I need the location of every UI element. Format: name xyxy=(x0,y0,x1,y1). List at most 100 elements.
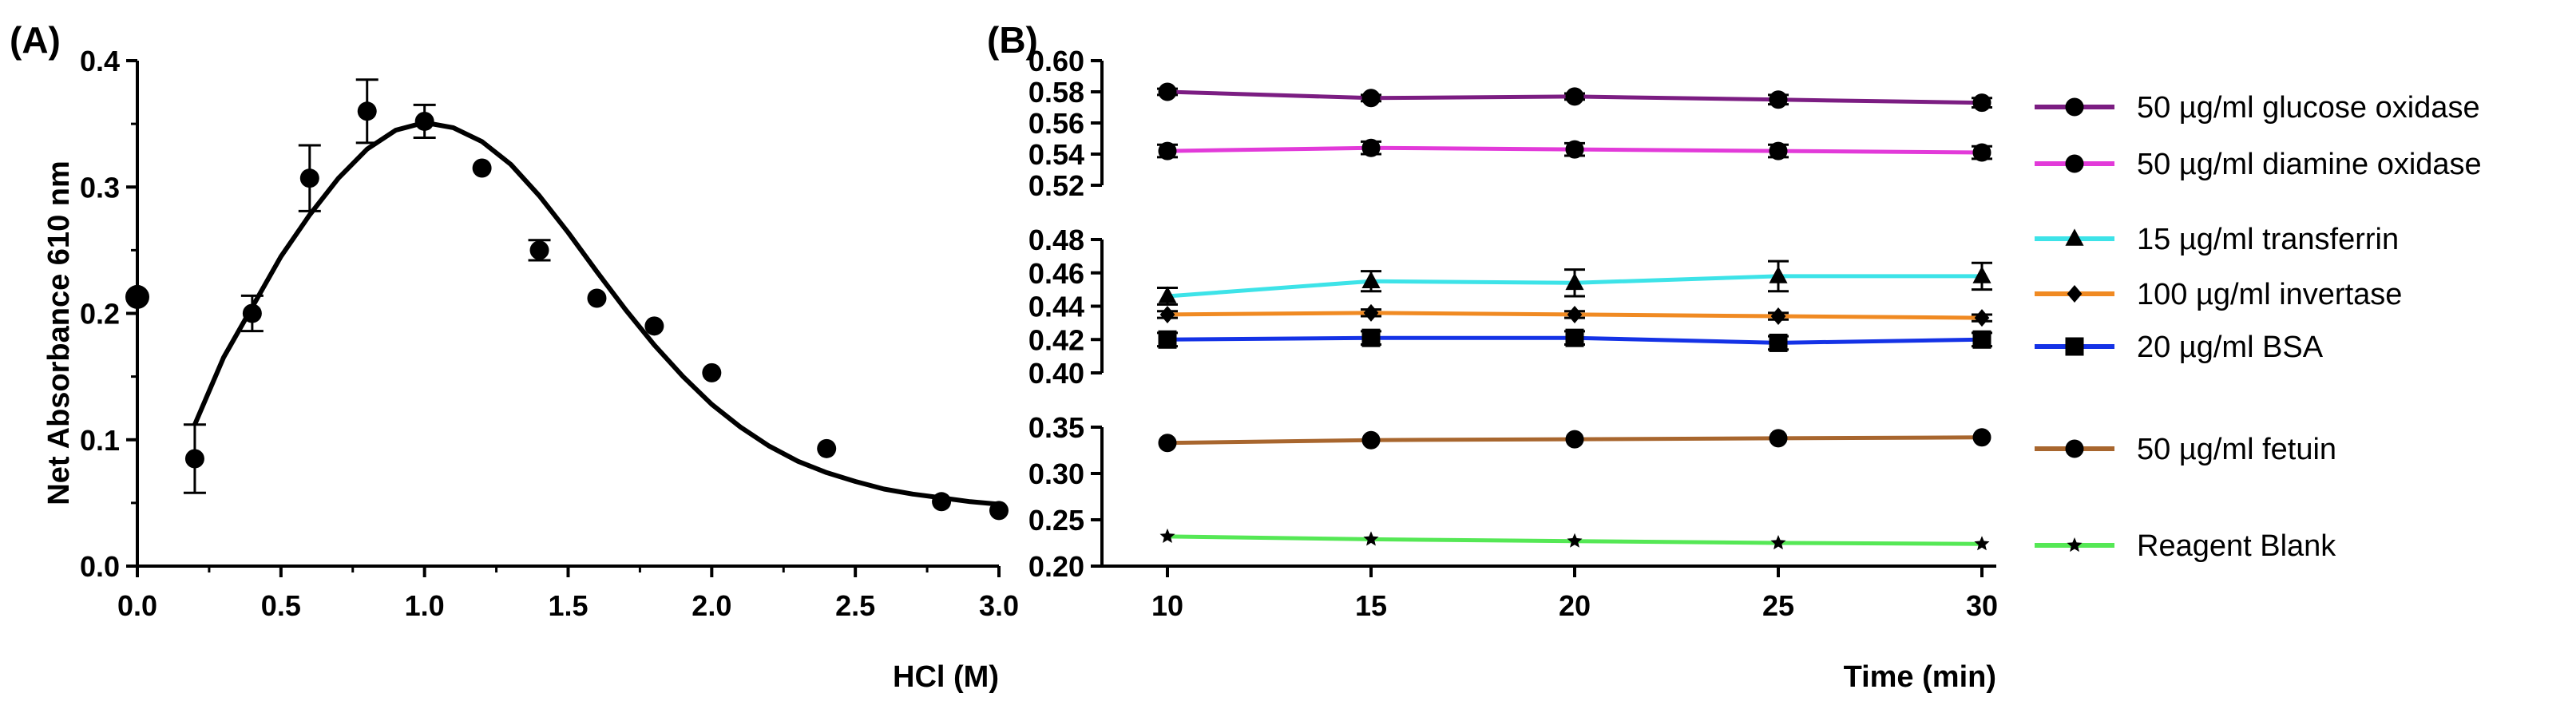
panel-b-data-point xyxy=(1769,429,1788,448)
panel-a: (A) Net Absorbance 610 nm HCl (M) 0.0 0.1… xyxy=(10,19,1019,694)
panel-b-legend-item: 20 µg/ml BSA xyxy=(2035,331,2324,364)
panel-b-x-tick-label: 10 xyxy=(1151,589,1183,622)
panel-b-legend-item: 50 µg/ml fetuin xyxy=(2035,433,2336,466)
panel-a-y-tick-label: 0.1 xyxy=(80,424,120,457)
panel-b-series-group xyxy=(1157,259,1992,306)
panel-a-x-tick-label: 1.5 xyxy=(548,589,588,622)
panel-b-legend-marker xyxy=(2065,439,2084,458)
panel-b-legend-item: 100 µg/ml invertase xyxy=(2035,278,2402,311)
panel-a-y-tick-label: 0.3 xyxy=(80,171,120,204)
panel-b-data-point xyxy=(1361,328,1381,347)
panel-b-data-point xyxy=(1361,430,1381,450)
panel-a-x-tick-label: 0.0 xyxy=(117,589,157,622)
panel-b-data-point xyxy=(1972,93,1991,113)
panel-b-data-point xyxy=(1972,428,1991,447)
panel-b-data-point xyxy=(1361,271,1381,288)
panel-b-legend-marker xyxy=(2067,285,2083,303)
panel-b-data-point xyxy=(1769,141,1788,160)
panel-b-data-point xyxy=(1158,286,1177,303)
panel-b-x-axis-title: Time (min) xyxy=(1844,660,1996,694)
panel-b-series-group xyxy=(1157,303,1992,327)
panel-b-y-tick-label: 0.42 xyxy=(1028,323,1084,356)
panel-b-x-tick-label: 25 xyxy=(1762,589,1794,622)
panel-b-data-point xyxy=(1565,328,1584,347)
panel-b-data-point xyxy=(1158,330,1177,349)
panel-b-data-point xyxy=(1159,528,1175,543)
panel-b-legend-label: 50 µg/ml glucose oxidase xyxy=(2137,91,2480,125)
panel-a-fit-curve xyxy=(192,120,1000,507)
panel-b-legend-item: 50 µg/ml diamine oxidase xyxy=(2035,148,2482,181)
panel-a-x-axis-title: HCl (M) xyxy=(893,660,999,694)
panel-b-series xyxy=(1157,82,1992,551)
panel-a-points xyxy=(125,78,1009,521)
panel-b-legend-marker xyxy=(2065,97,2084,117)
panel-a-data-point xyxy=(184,449,204,469)
panel-b-y-tick-label: 0.56 xyxy=(1028,107,1084,140)
panel-b-series-group xyxy=(1157,328,1992,352)
panel-a-data-point xyxy=(989,501,1009,521)
panel-a-x-tick-label: 2.0 xyxy=(692,589,731,622)
panel-b-series-group xyxy=(1157,138,1992,162)
panel-a-y-axis-title: Net Absorbance 610 nm xyxy=(42,160,76,505)
panel-b-y-tick-label: 0.35 xyxy=(1028,411,1084,444)
panel-b-data-point xyxy=(1565,272,1584,291)
panel-b: (B) Time (min) 0.600.580.560.540.520.480… xyxy=(987,19,2482,694)
panel-b-data-point xyxy=(1972,266,1991,283)
panel-a-x-tick-label: 2.5 xyxy=(835,589,875,622)
panel-a-data-point xyxy=(817,438,837,458)
panel-a-data-point xyxy=(357,101,377,121)
panel-b-data-point xyxy=(1158,434,1177,453)
panel-b-data-point xyxy=(1567,305,1583,323)
panel-b-data-point xyxy=(1158,82,1177,101)
panel-b-y-tick-label: 0.30 xyxy=(1028,458,1084,490)
panel-b-x-tick-label: 30 xyxy=(1966,589,1998,622)
panel-a-data-point xyxy=(414,111,434,131)
panel-b-legend-item: Reagent Blank xyxy=(2035,529,2336,563)
panel-b-y-tick-label: 0.48 xyxy=(1028,224,1084,256)
panel-b-legend: 50 µg/ml glucose oxidase 50 µg/ml diamine… xyxy=(2035,91,2482,563)
panel-b-data-point xyxy=(1363,531,1379,546)
panel-b-axes: 0.600.580.560.540.52 0.480.460.440.420.40… xyxy=(1028,45,1998,622)
panel-b-data-point xyxy=(1567,533,1583,548)
panel-a-x-tick-label: 0.5 xyxy=(261,589,301,622)
panel-b-y-tick-label: 0.54 xyxy=(1028,138,1084,171)
panel-b-x-tick-label: 20 xyxy=(1559,589,1591,622)
panel-b-legend-item: 50 µg/ml glucose oxidase xyxy=(2035,91,2480,125)
panel-b-data-point xyxy=(1361,138,1381,157)
panel-a-y-tick-label: 0.4 xyxy=(80,45,120,77)
panel-b-data-point xyxy=(1974,536,1990,551)
panel-b-legend-label: 20 µg/ml BSA xyxy=(2137,331,2324,364)
panel-b-x-tick-label: 15 xyxy=(1355,589,1387,622)
panel-b-data-point xyxy=(1158,141,1177,160)
panel-a-x-tick-label: 1.0 xyxy=(405,589,445,622)
panel-b-data-point xyxy=(1769,266,1788,283)
panel-a-data-point xyxy=(587,288,607,308)
panel-b-series-group xyxy=(1159,528,1990,551)
panel-b-data-point xyxy=(1972,330,1991,349)
panel-a-axes: 0.0 0.1 0.2 0.3 0.4 0.0 0.5 1.0 1.5 2.0 2.5 3.0 xyxy=(80,45,1019,622)
panel-b-y-tick-label: 0.20 xyxy=(1028,550,1084,583)
panel-a-data-point xyxy=(125,284,149,309)
panel-a-data-point xyxy=(299,168,319,188)
panel-a-y-tick-label: 0.0 xyxy=(80,550,120,583)
panel-b-data-point xyxy=(1565,430,1584,449)
panel-a-data-point xyxy=(932,492,952,512)
panel-b-y-tick-label: 0.44 xyxy=(1028,291,1084,323)
panel-a-label: (A) xyxy=(10,19,61,61)
panel-a-x-tick-label: 3.0 xyxy=(979,589,1019,622)
panel-b-legend-marker xyxy=(2067,537,2083,553)
panel-a-data-point xyxy=(472,158,492,178)
panel-a-data-point xyxy=(529,240,549,260)
panel-b-y-tick-label: 0.52 xyxy=(1028,169,1084,202)
panel-b-legend-label: 15 µg/ml transferrin xyxy=(2137,223,2399,256)
panel-b-data-point xyxy=(1770,535,1786,550)
panel-b-y-tick-label: 0.25 xyxy=(1028,504,1084,537)
panel-b-data-point xyxy=(1769,90,1788,109)
panel-b-data-point xyxy=(1974,309,1990,327)
panel-a-fit-line xyxy=(192,120,1000,507)
panel-b-legend-label: Reagent Blank xyxy=(2137,529,2336,563)
panel-b-y-tick-label: 0.46 xyxy=(1028,257,1084,290)
panel-b-series-group xyxy=(1158,428,1991,453)
panel-b-legend-label: 100 µg/ml invertase xyxy=(2137,278,2402,311)
